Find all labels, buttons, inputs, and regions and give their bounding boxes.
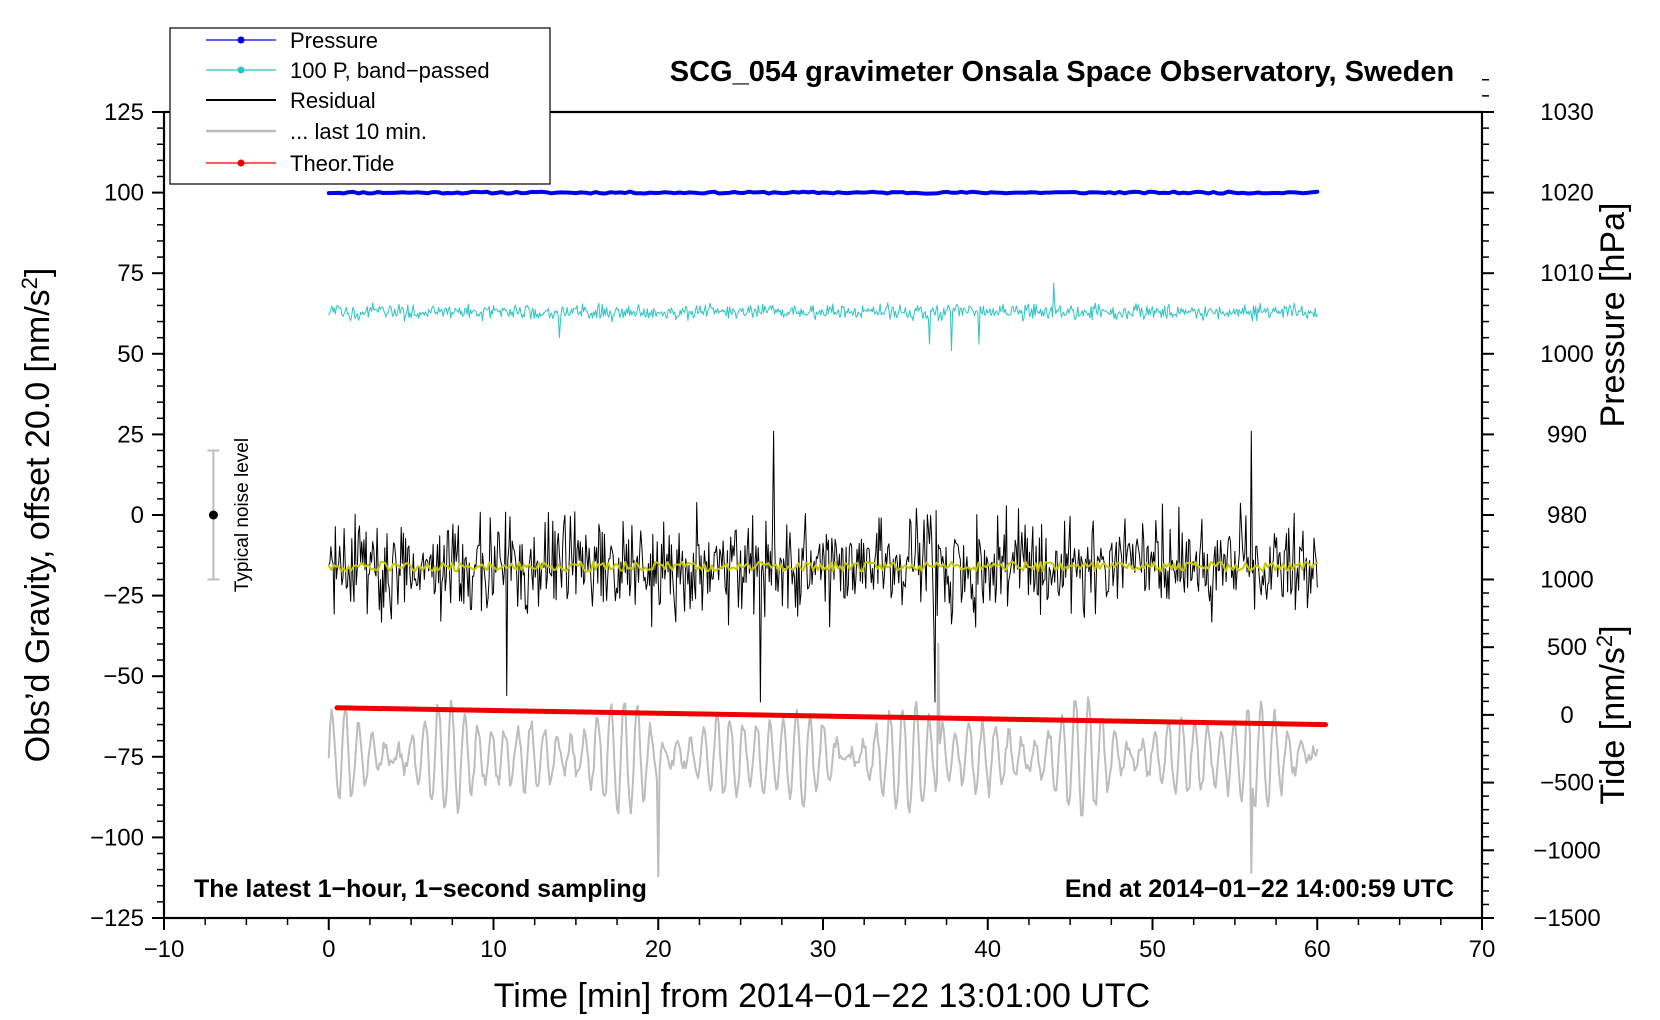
y-tick-label: 50 (117, 341, 144, 368)
y-axis-label-sup: 2 (17, 277, 42, 289)
legend-label-last-10-min: ... last 10 min. (290, 119, 427, 144)
noise-level-indicator: Typical noise level (207, 438, 253, 592)
pressure-tick-label: 990 (1547, 421, 1587, 448)
sampling-note: The latest 1−hour, 1−second sampling (194, 875, 647, 903)
y-tick-label: 125 (104, 99, 144, 126)
y-tick-label: −125 (90, 905, 144, 932)
y-tick-label: 100 (104, 180, 144, 207)
x-tick-label: 60 (1304, 936, 1331, 963)
x-axis-label: Time [min] from 2014−01−22 13:01:00 UTC (494, 977, 1150, 1015)
tide-tick-label: −1000 (1533, 837, 1600, 864)
pressure-tick-label: 1010 (1540, 260, 1593, 287)
pressure-tick-label: 1000 (1540, 341, 1593, 368)
chart-title: SCG_054 gravimeter Onsala Space Observat… (670, 56, 1454, 88)
tide-tick-label: 0 (1560, 702, 1573, 729)
axis-ticks: −10 0 10 20 30 40 50 60 701251007550250−25−50−75… (90, 79, 1601, 963)
x-tick-label: 0 (322, 936, 335, 963)
x-tick-label: 40 (974, 936, 1001, 963)
pressure-tick-label: 1020 (1540, 180, 1593, 207)
tide-tick-label: 1000 (1540, 566, 1593, 593)
pressure-axis-label: Pressure [hPa] (1594, 203, 1632, 428)
legend-item-last-10-min: ... last 10 min. (206, 119, 427, 144)
tide-axis-label-close: ] (1594, 625, 1632, 634)
last-10-min-series-line (327, 643, 1319, 878)
legend-label-pressure: Pressure (290, 28, 378, 53)
y-axis-label: Obs’d Gravity, offset 20.0 [nm/s2] (17, 268, 57, 763)
theor-tide-series-line (334, 705, 1328, 728)
x-tick-label: 70 (1469, 936, 1496, 963)
y-tick-label: −25 (103, 583, 144, 610)
legend-marker-band-passed (237, 66, 245, 74)
legend-marker-pressure (237, 36, 245, 44)
band-passed-series-line (328, 282, 1318, 352)
x-tick-label: 10 (480, 936, 507, 963)
series-layer (326, 189, 1328, 878)
y-tick-label: 25 (117, 421, 144, 448)
y-tick-label: −75 (103, 744, 144, 771)
x-tick-label: 20 (645, 936, 672, 963)
y-tick-label: 0 (131, 502, 144, 529)
legend-item-residual: Residual (206, 88, 376, 113)
y-axis-label-close: ] (19, 268, 57, 277)
tide-axis-label-sup: 2 (1592, 635, 1617, 647)
y-axis-label-main: Obs’d Gravity, offset 20.0 [nm/s (19, 289, 57, 762)
y-tick-label: −100 (90, 824, 144, 851)
noise-bar (207, 449, 220, 581)
tide-tick-label: −500 (1540, 770, 1594, 797)
legend-item-pressure: Pressure (206, 28, 378, 53)
pressure-series-line (326, 189, 1320, 196)
tide-axis-label: Tide [nm/s2] (1592, 625, 1632, 804)
tide-tick-label: 500 (1547, 634, 1587, 661)
x-tick-label: −10 (144, 936, 185, 963)
pressure-tick-label: 980 (1547, 502, 1587, 529)
y-tick-label: −50 (103, 663, 144, 690)
legend-label-residual: Residual (290, 88, 376, 113)
x-tick-label: 30 (810, 936, 837, 963)
end-time-note: End at 2014−01−22 14:00:59 UTC (1065, 875, 1454, 903)
x-tick-label: 50 (1139, 936, 1166, 963)
residual-mean-series-line (327, 560, 1319, 573)
tide-tick-label: −1500 (1533, 905, 1600, 932)
legend-marker-theor-tide (237, 159, 245, 167)
plot-frame (162, 110, 1484, 920)
legend-label-theor-tide: Theor.Tide (290, 151, 394, 176)
pressure-tick-label: 1030 (1540, 99, 1593, 126)
y-tick-label: 75 (117, 260, 144, 287)
legend-label-band-passed: 100 P, band−passed (290, 58, 490, 83)
legend-item-theor-tide: Theor.Tide (206, 151, 394, 176)
tide-axis-label-main: Tide [nm/s (1594, 647, 1632, 804)
legend-item-band-passed: 100 P, band−passed (206, 58, 490, 83)
legend-box (169, 27, 551, 185)
noise-level-label: Typical noise level (232, 438, 253, 592)
noise-bar-center-dot (208, 510, 218, 520)
legend: Pressure 100 P, band−passed Residual ...… (169, 27, 551, 185)
